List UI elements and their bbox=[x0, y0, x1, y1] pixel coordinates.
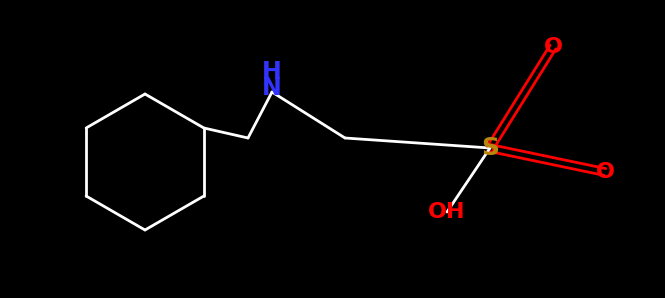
Text: S: S bbox=[481, 136, 499, 160]
Text: O: O bbox=[595, 162, 614, 182]
Text: N: N bbox=[262, 76, 282, 100]
Text: OH: OH bbox=[428, 202, 465, 222]
Text: H: H bbox=[262, 60, 282, 84]
Text: O: O bbox=[543, 37, 563, 57]
